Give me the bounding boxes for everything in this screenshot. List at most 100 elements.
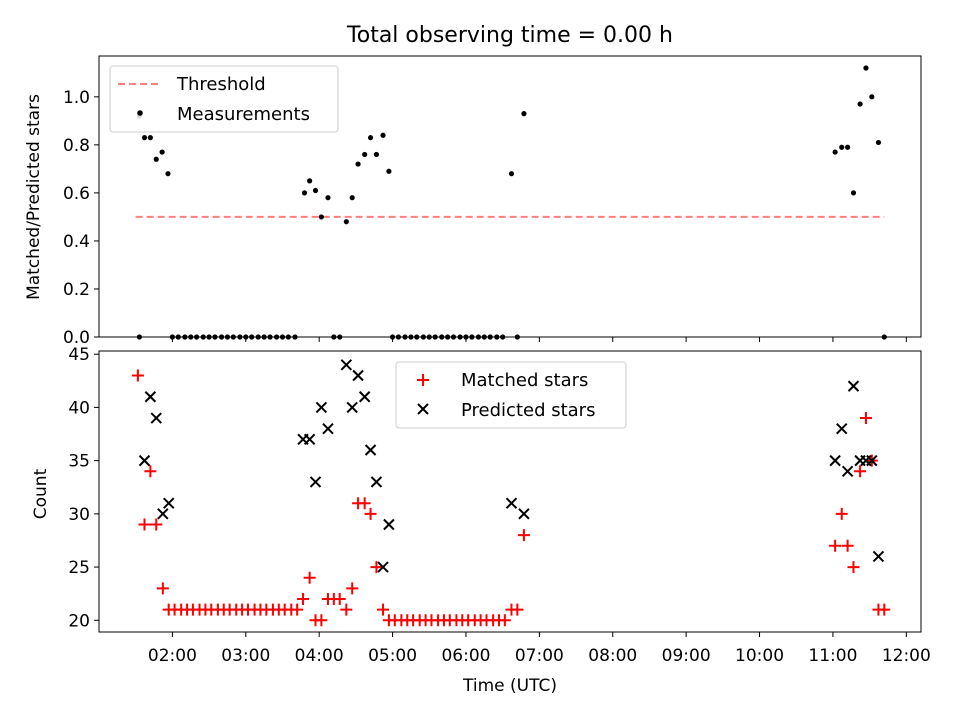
measurement-point <box>307 178 313 184</box>
matched-stars-point <box>829 539 842 552</box>
predicted-stars-point <box>144 391 157 403</box>
matched-stars-point <box>156 582 169 595</box>
measurement-point <box>362 151 368 158</box>
measurement-point <box>521 111 527 117</box>
measurement-point <box>386 168 392 174</box>
matched-stars-series <box>131 369 891 627</box>
top-plot-frame <box>98 55 922 338</box>
matched-stars-point <box>498 614 511 627</box>
measurement-point <box>349 195 355 201</box>
measurement-point <box>839 144 845 150</box>
measurement-point <box>850 190 857 196</box>
predicted-stars-point <box>352 369 364 382</box>
x-tick-label: 09:00 <box>662 646 711 666</box>
matched-stars-point <box>511 603 524 616</box>
legend-matched-swatch <box>417 374 429 386</box>
measurement-point <box>318 214 324 220</box>
predicted-stars-point <box>841 465 854 477</box>
matched-stars-point <box>303 571 316 584</box>
x-tick-label: 02:00 <box>148 646 197 666</box>
measurement-point <box>153 156 159 162</box>
top-y-tick-label: 1.0 <box>63 88 90 108</box>
matched-stars-point <box>150 518 163 531</box>
predicted-stars-point <box>377 561 389 573</box>
predicted-stars-point <box>138 454 151 467</box>
predicted-stars-point <box>358 391 371 403</box>
bottom-y-tick-label: 30 <box>68 505 90 525</box>
matched-stars-point <box>847 561 860 574</box>
top-y-tick-label: 0.6 <box>63 184 90 204</box>
predicted-stars-point <box>315 401 328 414</box>
predicted-stars-point <box>518 508 530 520</box>
x-tick-label: 12:00 <box>882 646 931 666</box>
measurement-point <box>508 171 515 177</box>
top-y-tick-label: 0.4 <box>63 232 90 252</box>
measurement-point <box>845 144 851 150</box>
x-tick-label: 06:00 <box>441 646 490 666</box>
matched-stars-point <box>370 561 383 574</box>
matched-stars-point <box>377 603 390 616</box>
predicted-stars-point <box>340 359 353 371</box>
matched-stars-point <box>131 369 144 382</box>
predicted-stars-series <box>138 359 885 573</box>
x-tick-label: 07:00 <box>515 646 564 666</box>
measurement-point <box>159 149 165 155</box>
measurement-point <box>832 149 838 155</box>
legend-measurements-swatch <box>137 110 143 116</box>
matched-stars-point <box>144 465 157 478</box>
bottom-plot-frame <box>98 350 922 633</box>
bottom-y-tick-label: 45 <box>68 345 90 365</box>
predicted-stars-point <box>309 476 322 488</box>
bottom-legend-box <box>395 361 627 429</box>
measurement-point <box>355 161 361 167</box>
predicted-stars-point <box>872 550 885 563</box>
legend-threshold-label: Threshold <box>176 74 266 95</box>
measurement-point <box>141 135 148 141</box>
legend-matched-label: Matched stars <box>461 370 588 391</box>
chart-title: Total observing time = 0.00 h <box>346 23 673 48</box>
bottom-y-tick-label: 35 <box>68 452 90 472</box>
top-legend: Threshold Measurements <box>109 65 339 133</box>
measurement-point <box>380 132 386 138</box>
matched-stars-point <box>291 603 304 616</box>
predicted-stars-point <box>383 518 395 531</box>
bottom-y-tick-label: 40 <box>68 398 90 418</box>
measurement-point <box>373 151 380 158</box>
x-tick-label: 03:00 <box>221 646 270 666</box>
predicted-stars-point <box>370 476 383 488</box>
top-y-axis: 0.0 0.2 0.4 0.6 0.8 1.0 <box>63 88 99 348</box>
predicted-stars-point <box>866 454 878 467</box>
predicted-stars-point <box>150 412 162 424</box>
x-tick-label: 11:00 <box>808 646 857 666</box>
top-y-tick-label: 0.0 <box>63 328 90 348</box>
predicted-stars-point <box>836 422 848 435</box>
x-tick-label: 05:00 <box>368 646 417 666</box>
predicted-stars-point <box>157 508 169 520</box>
x-tick-label: 04:00 <box>295 646 344 666</box>
top-y-axis-label: Matched/Predicted stars <box>24 94 44 300</box>
measurement-point <box>857 101 863 107</box>
measurement-point <box>147 135 153 141</box>
bottom-x-axis: 02:00 03:00 04:00 05:00 06:00 07:00 08:00 09:00… <box>148 632 931 666</box>
matched-stars-point <box>138 518 151 531</box>
measurement-point <box>875 139 882 146</box>
measurement-point <box>367 135 374 141</box>
bottom-legend: Matched stars Predicted stars <box>395 361 627 429</box>
measurement-point <box>165 171 171 177</box>
x-axis-label: Time (UTC) <box>462 676 557 696</box>
measurement-point <box>869 94 875 100</box>
matched-stars-point <box>835 507 848 520</box>
predicted-stars-point <box>364 444 377 456</box>
matched-stars-point <box>878 603 891 616</box>
measurement-point <box>312 187 319 194</box>
matched-stars-point <box>859 412 872 425</box>
matched-stars-point <box>297 593 310 606</box>
x-tick-label: 08:00 <box>588 646 637 666</box>
predicted-stars-point <box>847 380 860 392</box>
matched-stars-point <box>364 507 377 520</box>
matched-stars-point <box>333 593 346 606</box>
matched-stars-point <box>358 497 371 510</box>
bottom-y-tick-label: 20 <box>68 611 90 631</box>
